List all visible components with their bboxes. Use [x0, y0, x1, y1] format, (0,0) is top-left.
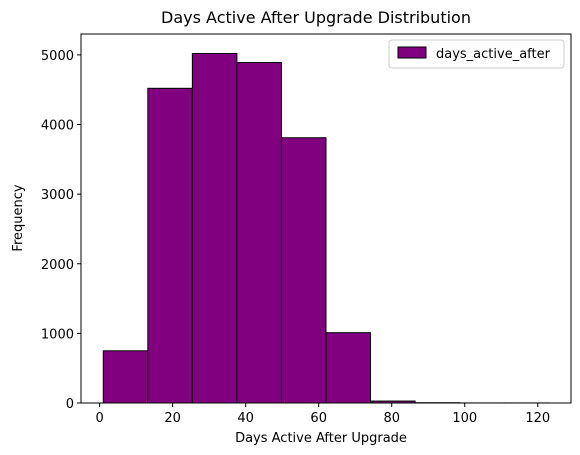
x-tick-label: 40: [237, 411, 254, 426]
histogram-bar: [236, 62, 282, 404]
y-axis: 0 1000 2000 3000 4000 5000: [41, 49, 81, 412]
x-tick-label: 60: [310, 411, 327, 426]
x-tick-label: 20: [164, 411, 181, 426]
y-tick-label: 4000: [41, 119, 74, 134]
x-axis: 0 20 40 60 80 100 120: [95, 403, 550, 426]
y-axis-title: Frequency: [11, 184, 26, 251]
x-tick-label: 120: [525, 411, 550, 426]
legend-swatch: [397, 46, 427, 59]
x-tick-label: 0: [95, 411, 103, 426]
histogram-bar: [280, 137, 327, 404]
legend: days_active_after: [388, 39, 565, 69]
histogram-bar: [102, 350, 149, 404]
histogram-bar: [191, 52, 238, 404]
plot-frame: [80, 33, 572, 404]
legend-box: [388, 39, 565, 69]
legend-label: days_active_after: [436, 47, 551, 62]
y-tick-label: 1000: [41, 327, 74, 342]
y-tick-label: 5000: [41, 49, 74, 64]
x-axis-title: Days Active After Upgrade: [235, 431, 407, 446]
x-tick-label: 80: [383, 411, 400, 426]
y-tick-label: 0: [66, 397, 74, 412]
y-tick-label: 3000: [41, 188, 74, 203]
histogram-bar: [325, 332, 372, 404]
bars-group: [102, 52, 550, 404]
chart-title: Days Active After Upgrade Distribution: [161, 8, 471, 27]
histogram-bar: [147, 87, 193, 404]
x-tick-label: 100: [452, 411, 477, 426]
y-tick-label: 2000: [41, 258, 74, 273]
